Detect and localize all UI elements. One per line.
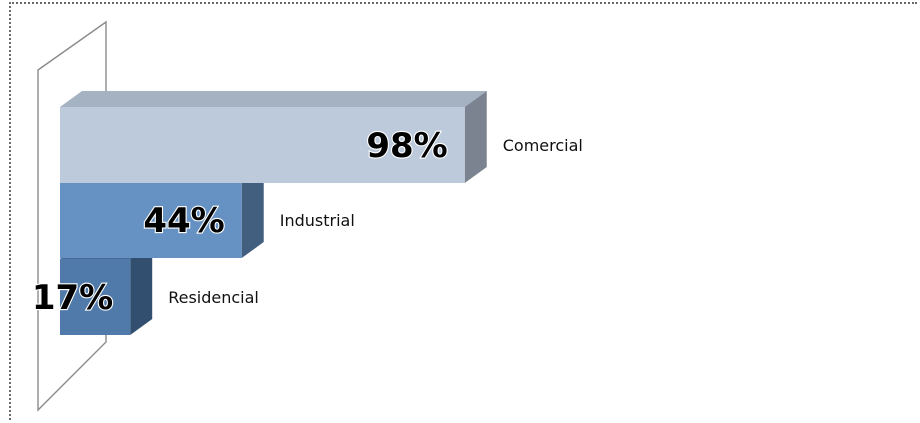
bar-top-face [60, 91, 487, 107]
data-label-comercial: 98% [366, 126, 447, 166]
bar-front-face [60, 107, 465, 183]
bar-comercial [60, 91, 487, 183]
bar-front-face [60, 259, 131, 335]
bars-layer [60, 91, 487, 335]
category-label-residencial: Residencial [168, 288, 259, 307]
bar-front-face [60, 182, 242, 258]
bar-side-face [241, 166, 264, 258]
category-label-comercial: Comercial [503, 136, 583, 155]
category-label-industrial: Industrial [280, 211, 355, 230]
data-label-residencial: 17% [32, 278, 113, 318]
chart-frame [9, 2, 917, 420]
data-label-industrial: 44% [143, 201, 224, 241]
bar-side-face [130, 243, 153, 335]
labels-layer: 17% Residencial 44% Industrial 98% Comercial [31, 125, 583, 319]
bar-side-face [464, 91, 487, 183]
